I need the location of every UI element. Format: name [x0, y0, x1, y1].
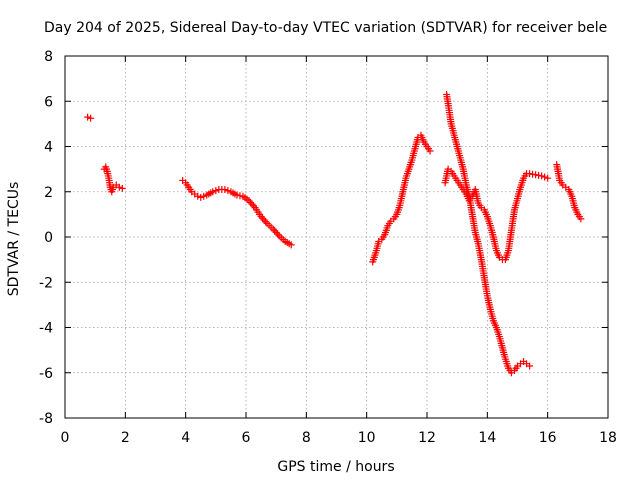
x-tick-label: 18: [599, 430, 617, 446]
data-point-fill: [262, 218, 270, 226]
x-tick-label: 4: [181, 430, 190, 446]
series-seg-g: [553, 161, 585, 223]
y-tick-label: 8: [44, 49, 53, 65]
data-point-fill: [271, 227, 279, 235]
data-point: [245, 197, 253, 205]
x-tick-label: 16: [539, 430, 557, 446]
data-point-fill: [224, 187, 232, 195]
series-seg-e: [443, 90, 534, 377]
series-seg-b: [100, 163, 126, 196]
series-seg-d: [369, 131, 434, 266]
data-point-fill: [250, 202, 258, 210]
data-point-fill: [259, 214, 267, 222]
x-axis-label: GPS time / hours: [277, 459, 394, 475]
data-point: [197, 193, 205, 201]
y-tick-label: -6: [39, 366, 53, 382]
y-axis-label: SDTVAR / TECUs: [6, 182, 22, 297]
data-point-fill: [274, 230, 282, 238]
data-point-fill: [272, 228, 280, 236]
data-point-fill: [248, 200, 256, 208]
data-point: [544, 174, 552, 182]
data-point-fill: [541, 173, 549, 181]
x-tick-label: 10: [358, 430, 376, 446]
x-tick-label: 8: [302, 430, 311, 446]
data-point: [287, 241, 295, 249]
data-point-fill: [260, 216, 268, 224]
x-tick-label: 0: [61, 430, 70, 446]
x-tick-label: 6: [242, 430, 251, 446]
y-tick-label: 4: [44, 140, 53, 156]
grid: [65, 56, 608, 418]
data-point: [221, 185, 229, 193]
data-point: [87, 114, 95, 122]
data-point: [269, 225, 277, 233]
x-tick-label: 12: [418, 430, 436, 446]
data-point: [426, 147, 434, 155]
data-point: [115, 183, 123, 191]
data-point: [538, 172, 546, 180]
y-tick-label: -4: [39, 321, 53, 337]
data-point-fill: [212, 187, 220, 195]
data-points: [84, 90, 585, 377]
chart-title: Day 204 of 2025, Sidereal Day-to-day VTE…: [44, 20, 607, 36]
y-tick-label: 6: [44, 94, 53, 110]
series-seg-c: [179, 176, 295, 249]
data-point: [209, 188, 217, 196]
data-point: [84, 113, 92, 121]
series-seg-f: [441, 165, 552, 264]
data-point: [194, 192, 202, 200]
plot-frame: [64, 55, 609, 419]
series-seg-a: [84, 113, 95, 122]
data-point: [257, 213, 265, 221]
y-tick-label: 2: [44, 185, 53, 201]
x-tick-label: 14: [478, 430, 496, 446]
data-point-fill: [200, 192, 208, 200]
data-point: [577, 215, 585, 223]
y-tick-label: 0: [44, 230, 53, 246]
data-point: [118, 184, 126, 192]
data-point-fill: [247, 198, 255, 206]
x-tick-label: 2: [121, 430, 130, 446]
data-point: [526, 362, 534, 370]
y-tick-label: -2: [39, 275, 53, 291]
y-tick-label: -8: [39, 411, 53, 427]
axes: 0 2 4 6 8 10 12 14 16 18 -8 -6 -4 -2 0 2 4 6 8: [39, 49, 617, 446]
